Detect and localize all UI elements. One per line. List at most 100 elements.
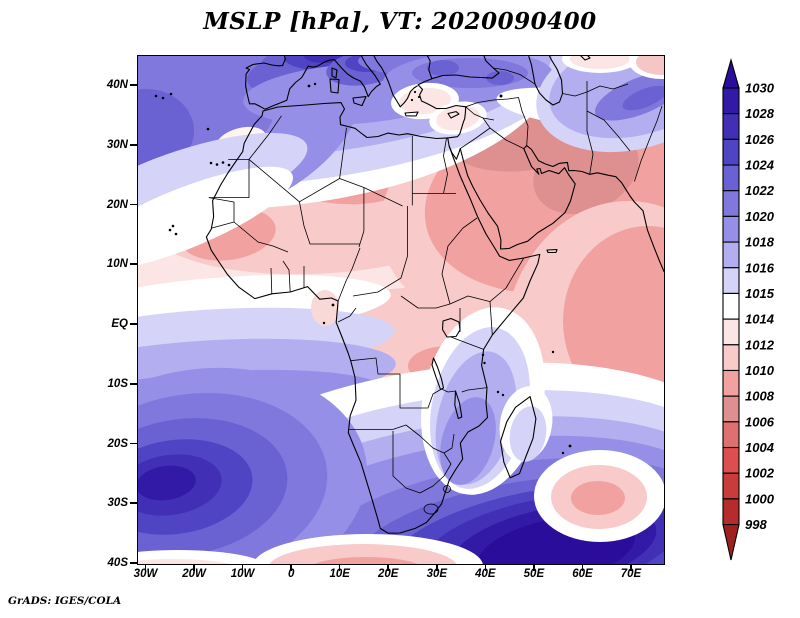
colorbar-segment-1004-1006 bbox=[722, 421, 740, 449]
y-tick-label-10N: 10N bbox=[106, 258, 128, 271]
filled-contour-field bbox=[138, 56, 664, 564]
lake-victoria-outline bbox=[441, 317, 461, 338]
colorbar-segment-1016-1018 bbox=[722, 241, 740, 269]
madagascar-coastline bbox=[499, 396, 537, 479]
colorbar-segment-1022-1024 bbox=[722, 164, 740, 192]
x-tick-label-40E: 40E bbox=[475, 568, 496, 580]
colorbar-label-1020: 1020 bbox=[745, 209, 775, 224]
corsica-outline bbox=[331, 67, 338, 79]
iberia-coastline bbox=[245, 56, 309, 110]
x-tick-mark bbox=[436, 564, 438, 571]
colorbar-label-998: 998 bbox=[745, 517, 767, 532]
y-tick-label-30S: 30S bbox=[107, 497, 128, 510]
x-tick-mark bbox=[144, 564, 147, 571]
y-tick-label-30N: 30N bbox=[106, 138, 128, 151]
x-tick-mark bbox=[338, 564, 341, 571]
colorbar-arrow-bottom bbox=[722, 524, 740, 561]
colorbar-label-1015: 1015 bbox=[745, 286, 775, 301]
y-tick-label-20S: 20S bbox=[107, 437, 128, 450]
country-borders bbox=[208, 67, 663, 515]
colorbar-label-1002: 1002 bbox=[745, 466, 775, 481]
colorbar-segment-1024-1026 bbox=[722, 138, 740, 166]
x-tick-label-30W: 30W bbox=[133, 568, 158, 580]
colorbar-segment-1010-1012 bbox=[722, 344, 740, 372]
x-tick-label-60E: 60E bbox=[572, 568, 593, 580]
colorbar-segment-1018-1020 bbox=[722, 215, 740, 243]
aral-outline bbox=[580, 56, 591, 61]
colorbar-segment-1015-1016 bbox=[722, 267, 740, 294]
colorbar-label-1024: 1024 bbox=[745, 158, 775, 173]
colorbar-label-1008: 1008 bbox=[745, 389, 775, 404]
y-tick-label-40S: 40S bbox=[107, 557, 128, 569]
crete-outline bbox=[404, 111, 419, 117]
y-tick-label-20N: 20N bbox=[106, 198, 128, 211]
y-tick-mark bbox=[130, 382, 137, 385]
colorbar-label-1026: 1026 bbox=[745, 132, 775, 147]
caspian-coastline bbox=[528, 56, 564, 106]
island-dots bbox=[154, 82, 572, 455]
y-tick-label-10S: 10S bbox=[107, 377, 128, 390]
x-tick-label-20E: 20E bbox=[378, 568, 399, 580]
cyprus-outline bbox=[447, 111, 460, 119]
colorbar-segment-1020-1022 bbox=[722, 190, 740, 217]
x-tick-label-30E: 30E bbox=[426, 568, 448, 580]
africa-coastline bbox=[205, 102, 541, 534]
colorbar-label-1030: 1030 bbox=[745, 81, 775, 96]
x-tick-mark bbox=[193, 564, 195, 571]
y-tick-mark bbox=[130, 502, 137, 505]
blacksea-coastline bbox=[426, 56, 500, 80]
colorbar-arrow-top bbox=[722, 57, 740, 89]
pressure-field-map bbox=[138, 56, 664, 564]
colorbar-label-1000: 1000 bbox=[745, 491, 775, 506]
lake-tanganyika-outline bbox=[431, 357, 445, 391]
sardinia-outline bbox=[329, 78, 340, 94]
x-tick-label-70E: 70E bbox=[620, 568, 642, 580]
y-tick-mark bbox=[130, 263, 137, 266]
colorbar-label-1018: 1018 bbox=[745, 235, 775, 250]
x-tick-label-10E: 10E bbox=[329, 568, 350, 580]
lake-malawi-outline bbox=[454, 390, 463, 420]
x-tick-mark bbox=[533, 564, 535, 571]
x-tick-label-10W: 10W bbox=[230, 568, 255, 580]
turkey-coastline bbox=[417, 78, 467, 110]
socotra-outline bbox=[546, 248, 558, 254]
x-tick-label-0: 0 bbox=[287, 568, 295, 580]
sicily-outline bbox=[352, 96, 367, 107]
levant-coastline bbox=[447, 106, 467, 139]
colorbar-segment-1006-1008 bbox=[722, 395, 740, 423]
colorbar-segment-1000-1002 bbox=[722, 472, 740, 500]
x-tick-mark bbox=[630, 564, 632, 571]
colorbar-segment-1002-1004 bbox=[722, 446, 740, 474]
y-tick-mark bbox=[130, 203, 137, 206]
x-tick-mark bbox=[387, 564, 390, 571]
colorbar-segment-1008-1010 bbox=[722, 369, 740, 397]
coastlines bbox=[205, 56, 664, 534]
x-tick-mark bbox=[241, 564, 244, 571]
colorbar-label-1006: 1006 bbox=[745, 414, 775, 429]
colorbar-label-1028: 1028 bbox=[745, 106, 775, 121]
x-tick-label-20W: 20W bbox=[182, 568, 206, 580]
x-tick-mark bbox=[290, 564, 292, 571]
y-tick-mark bbox=[130, 143, 137, 146]
colorbar-label-1010: 1010 bbox=[745, 363, 775, 378]
colorbar-label-1004: 1004 bbox=[745, 440, 775, 455]
y-tick-mark bbox=[130, 84, 137, 86]
x-tick-label-50E: 50E bbox=[523, 568, 545, 580]
arabia-gulf-india-coastline bbox=[459, 145, 664, 273]
y-tick-mark bbox=[130, 442, 137, 445]
y-tick-mark bbox=[130, 562, 137, 564]
y-tick-label-40N: 40N bbox=[106, 79, 128, 91]
y-tick-label-EQ: EQ bbox=[111, 318, 128, 330]
italy-coastline bbox=[333, 56, 381, 98]
x-tick-mark bbox=[484, 564, 487, 571]
attribution-stamp: GrADS: IGES/COLA bbox=[8, 595, 122, 607]
colorbar-segment-998-1000 bbox=[722, 498, 740, 526]
france-south-coastline bbox=[307, 59, 335, 68]
colorbar-segment-1014-1015 bbox=[722, 292, 740, 320]
sinai-coastline bbox=[448, 145, 461, 160]
colorbar-label-1014: 1014 bbox=[745, 312, 775, 327]
plot-title: MSLP [hPa], VT: 2020090400 bbox=[203, 8, 597, 35]
y-tick-mark bbox=[130, 323, 137, 325]
greece-balkans-coastline bbox=[373, 56, 418, 108]
